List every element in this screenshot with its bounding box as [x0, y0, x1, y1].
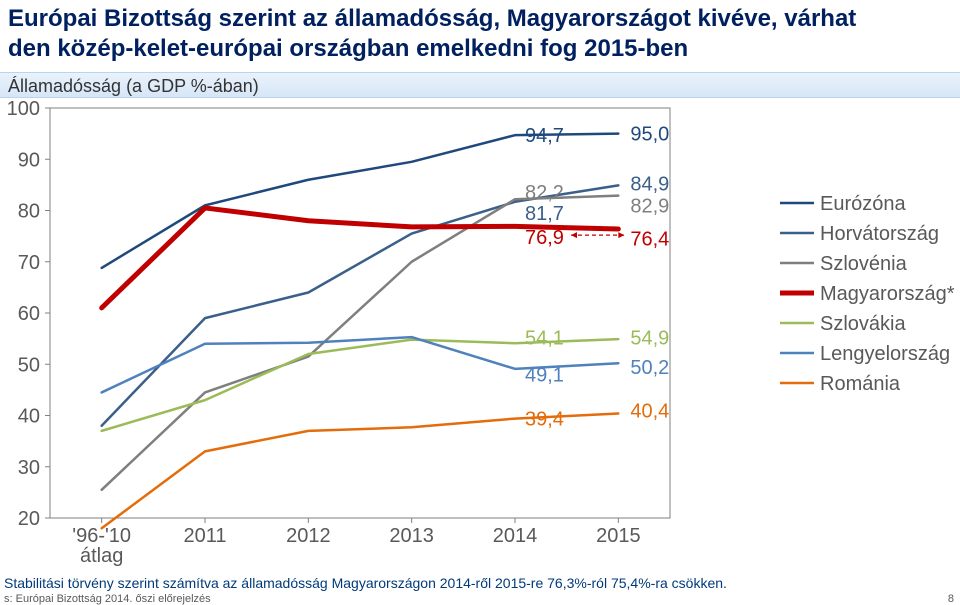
label-2014: 94,7: [525, 125, 564, 147]
legend-label-romania: Románia: [820, 373, 901, 395]
title-line-1: Európai Bizottság szerint az államadóssá…: [8, 4, 952, 34]
legend-label-eurozona: Eurózóna: [820, 193, 906, 215]
hungary-arrow-left: [571, 232, 577, 238]
x-tick-label: 2012: [286, 525, 331, 547]
title-region: Európai Bizottság szerint az államadóssá…: [0, 0, 960, 70]
y-tick-label: 20: [18, 508, 40, 530]
legend-label-horvat: Horvátország: [820, 223, 939, 245]
label-2014: 76,9: [525, 227, 564, 249]
label-2015: 50,2: [630, 357, 669, 379]
title-line-2: den közép-kelet-európai országban emelke…: [8, 34, 952, 64]
label-2015: 40,4: [630, 400, 669, 422]
footnote-stability: Stabilitási törvény szerint számítva az …: [0, 575, 960, 591]
y-tick-label: 70: [18, 252, 40, 274]
series-romania: [102, 413, 619, 528]
plot-border: [50, 108, 670, 518]
x-tick-label: 2011: [183, 525, 226, 547]
line-chart: 2030405060708090100'96-'10átlag201120122…: [0, 98, 960, 568]
x-tick-label: átlag: [80, 545, 123, 567]
label-2014: 82,2: [525, 182, 564, 204]
label-2015: 95,0: [630, 124, 669, 146]
subtitle-bar: Államadósság (a GDP %-ában): [0, 72, 960, 98]
label-2015: 84,9: [630, 173, 669, 195]
y-tick-label: 30: [18, 457, 40, 479]
y-tick-label: 40: [18, 406, 40, 428]
legend-label-szlovenia: Szlovénia: [820, 253, 908, 275]
subtitle-text: Államadósság (a GDP %-ában): [8, 76, 259, 96]
chart-area: 2030405060708090100'96-'10átlag201120122…: [0, 98, 960, 568]
page-number: 8: [948, 593, 954, 605]
hungary-arrow-right: [618, 232, 624, 238]
label-2014: 81,7: [525, 203, 564, 225]
legend-label-magyar: Magyarország*: [820, 283, 955, 305]
y-tick-label: 100: [7, 98, 40, 120]
y-tick-label: 50: [18, 354, 40, 376]
legend-label-lengyel: Lengyelország: [820, 343, 950, 365]
label-2015: 82,9: [630, 195, 669, 217]
x-tick-label: 2015: [596, 525, 641, 547]
label-2015: 76,4: [630, 229, 669, 251]
footnote-source: s: Európai Bizottság 2014. őszi előrejel…: [0, 593, 211, 605]
label-2014: 39,4: [525, 409, 564, 431]
y-tick-label: 80: [18, 201, 40, 223]
label-2014: 49,1: [525, 365, 564, 387]
x-tick-label: 2013: [389, 525, 434, 547]
y-tick-label: 90: [18, 149, 40, 171]
label-2014: 54,1: [525, 328, 564, 350]
x-tick-label: 2014: [493, 525, 538, 547]
legend-label-szlovakia: Szlovákia: [820, 313, 906, 335]
label-2015: 54,9: [630, 328, 669, 350]
y-tick-label: 60: [18, 303, 40, 325]
